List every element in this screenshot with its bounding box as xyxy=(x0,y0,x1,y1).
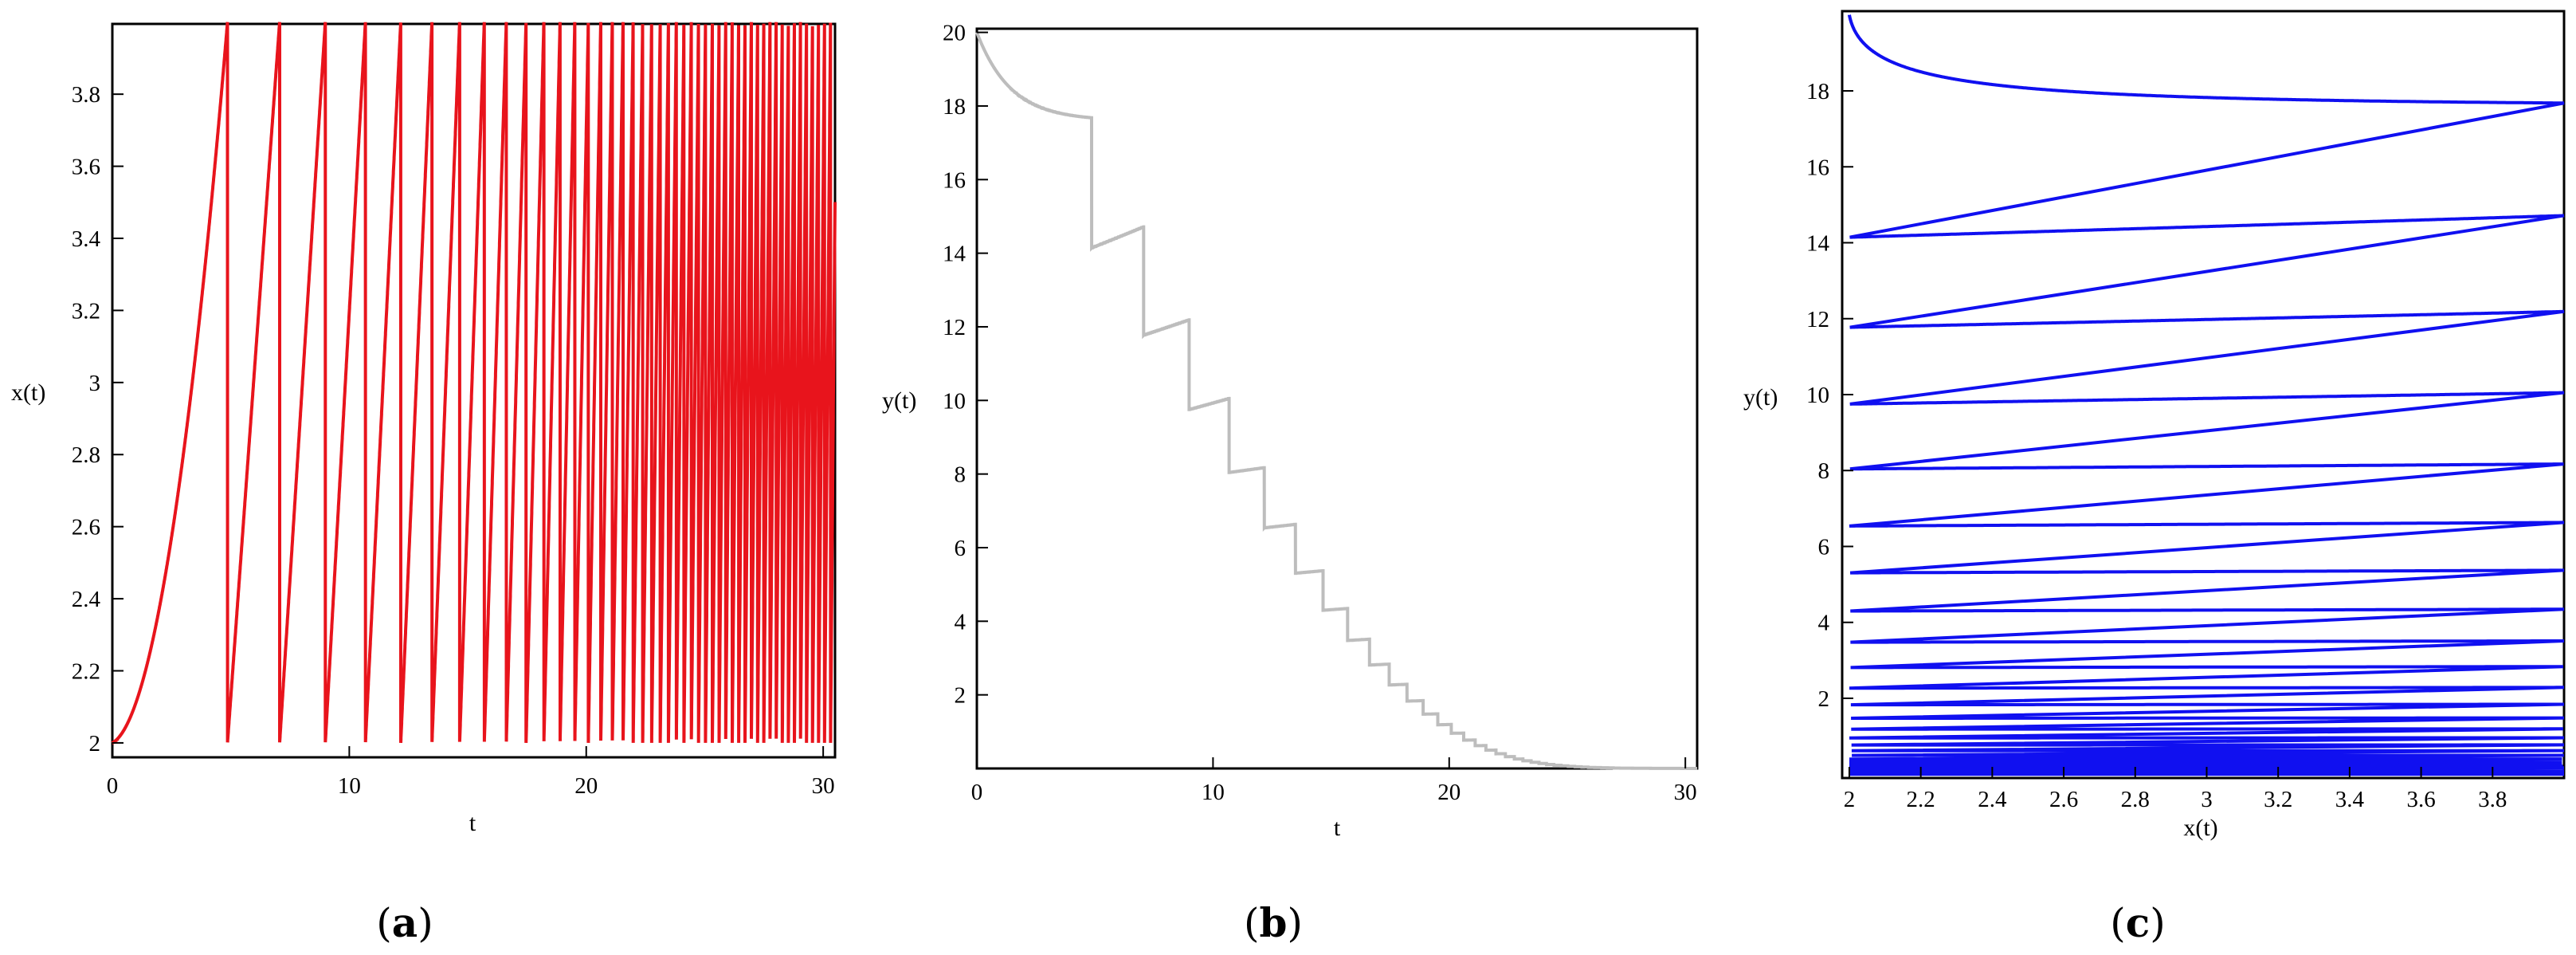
ytick-label: 3.6 xyxy=(72,155,100,180)
ytick-label: 2.4 xyxy=(72,587,101,612)
yticks-b: 2 4 6 8 10 12 14 16 18 20 xyxy=(943,21,988,709)
xtick-label: 2.2 xyxy=(1907,787,1935,812)
ytick-label: 3.8 xyxy=(72,82,100,108)
caption-a: (a) xyxy=(376,899,433,946)
ytick-label: 16 xyxy=(943,167,966,193)
xtick-label: 3.4 xyxy=(2335,787,2365,812)
xtick-label: 3 xyxy=(2201,787,2213,812)
xtick-label: 2.4 xyxy=(1978,787,2007,812)
ytick-label: 8 xyxy=(955,462,966,488)
series-line-phase xyxy=(1848,14,2565,776)
xlabel-c: x(t) xyxy=(2183,815,2217,841)
xtick-label: 2.6 xyxy=(2049,787,2078,812)
curve-group-c xyxy=(1848,14,2565,776)
xtick-label: 10 xyxy=(1202,780,1225,805)
ytick-label: 20 xyxy=(943,21,966,46)
xtick-label: 3.6 xyxy=(2406,787,2435,812)
ytick-label: 2 xyxy=(89,731,101,757)
ytick-label: 2.8 xyxy=(72,442,100,468)
ytick-label: 3.4 xyxy=(72,226,101,252)
xtick-label: 0 xyxy=(971,780,983,805)
xlabel-a: t xyxy=(469,810,476,836)
yticks-a: 2 2.2 2.4 2.6 2.8 3 3.2 3.4 3.6 3.8 xyxy=(72,82,124,757)
xtick-label: 10 xyxy=(338,773,361,799)
ytick-label: 3 xyxy=(89,371,101,396)
ytick-label: 2.2 xyxy=(72,658,100,684)
ytick-label: 4 xyxy=(1818,611,1830,636)
ylabel-b: y(t) xyxy=(882,387,916,414)
curve-group-a xyxy=(111,22,837,745)
ytick-label: 2.6 xyxy=(72,515,100,540)
ytick-label: 18 xyxy=(1806,79,1829,104)
ytick-label: 2 xyxy=(1818,686,1830,712)
ytick-label: 14 xyxy=(943,242,966,267)
caption-b: (b) xyxy=(1244,899,1303,946)
xticks-a: 0 10 20 30 xyxy=(107,746,835,799)
ytick-label: 8 xyxy=(1818,458,1830,484)
ytick-label: 14 xyxy=(1806,231,1830,257)
ylabel-c: y(t) xyxy=(1743,384,1778,411)
ytick-label: 6 xyxy=(955,536,966,561)
xtick-label: 2.8 xyxy=(2121,787,2150,812)
ylabel-a: x(t) xyxy=(11,379,45,406)
series-line-y xyxy=(975,31,1697,770)
xtick-label: 30 xyxy=(812,773,835,799)
series-line-x xyxy=(111,22,837,745)
caption-c: (c) xyxy=(2110,899,2165,946)
ytick-label: 12 xyxy=(1806,307,1829,332)
ytick-label: 2 xyxy=(955,683,966,709)
ytick-label: 16 xyxy=(1806,155,1829,180)
xtick-label: 2 xyxy=(1844,787,1856,812)
panel-b: 2 4 6 8 10 12 14 16 18 20 0 10 20 30 y(t) t (b) xyxy=(882,21,1699,946)
ytick-label: 4 xyxy=(955,609,966,635)
xtick-label: 3.2 xyxy=(2264,787,2292,812)
plot-frame-b xyxy=(975,27,1699,770)
ytick-label: 12 xyxy=(943,315,966,340)
ytick-label: 6 xyxy=(1818,534,1830,560)
xtick-label: 20 xyxy=(574,773,598,799)
xticks-b: 0 10 20 30 xyxy=(971,757,1697,805)
panel-a: 22.22.42.62.833.23.43.63.8 0 10 20 30 x(t) … xyxy=(11,22,837,946)
xtick-label: 3.8 xyxy=(2478,787,2507,812)
xticks-c: 2 2.2 2.4 2.6 2.8 3 3.2 3.4 3.6 3.8 xyxy=(1844,767,2507,812)
ytick-label: 18 xyxy=(943,94,966,120)
xlabel-b: t xyxy=(1334,815,1341,841)
ytick-label: 3.2 xyxy=(72,298,100,324)
yticks-c: 2 4 6 8 10 12 14 16 18 xyxy=(1806,79,1853,712)
curve-group-b xyxy=(975,31,1697,770)
ytick-label: 10 xyxy=(1806,383,1829,408)
xtick-label: 20 xyxy=(1437,780,1461,805)
xtick-label: 30 xyxy=(1674,780,1697,805)
ytick-label: 10 xyxy=(943,388,966,414)
xtick-label: 0 xyxy=(107,773,119,799)
panel-c: 2 4 6 8 10 12 14 16 18 2 2.2 2.4 2.6 2.8 3 3.2 3.4 3.6 3.… xyxy=(1743,10,2566,946)
